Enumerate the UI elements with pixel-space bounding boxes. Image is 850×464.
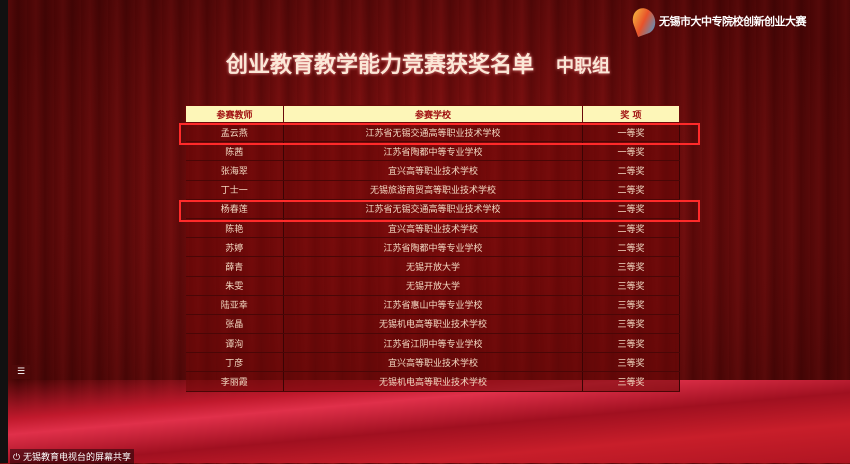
table-row: 朱雯 无锡开放大学 三等奖 [185,276,680,296]
screen-share-banner: ⏻ 无锡教育电视台的屏幕共享 [10,449,134,464]
cell-award: 二等奖 [582,237,680,258]
header-award: 奖 项 [582,105,680,123]
cell-teacher: 张海翠 [185,160,284,181]
cell-teacher: 陈艳 [185,218,284,239]
table-row: 孟云燕 江苏省无锡交通高等职业技术学校 一等奖 [185,122,680,143]
cell-award: 二等奖 [582,160,680,181]
cell-school: 宜兴高等职业技术学校 [283,352,583,373]
award-table: 参赛教师 参赛学校 奖 项 孟云燕 江苏省无锡交通高等职业技术学校 一等奖 陈茜 江苏省… [185,105,680,392]
cell-teacher: 朱雯 [185,276,284,296]
cell-teacher: 谭洵 [185,333,284,354]
cell-school: 无锡机电高等职业技术学校 [283,371,583,392]
cell-school: 宜兴高等职业技术学校 [283,218,583,239]
cell-school: 江苏省惠山中等专业学校 [283,295,583,315]
table-row: 陆亚幸 江苏省惠山中等专业学校 三等奖 [185,295,680,315]
table-row: 李丽霞 无锡机电高等职业技术学校 三等奖 [185,371,680,392]
table-row: 陈艳 宜兴高等职业技术学校 二等奖 [185,218,680,239]
cell-school: 无锡旅游商贸高等职业技术学校 [283,180,583,200]
cell-award: 二等奖 [582,199,680,219]
cell-award: 三等奖 [582,352,680,373]
highlight-box-row-1 [179,123,700,145]
cell-award: 三等奖 [582,333,680,354]
table-row: 薛青 无锡开放大学 三等奖 [185,256,680,277]
cell-teacher: 孟云燕 [185,122,284,143]
cell-award: 三等奖 [582,314,680,335]
table-row: 张晶 无锡机电高等职业技术学校 三等奖 [185,314,680,335]
cell-teacher: 丁士一 [185,180,284,200]
cell-teacher: 杨春莲 [185,199,284,219]
cell-teacher: 薛青 [185,256,284,277]
cell-award: 三等奖 [582,295,680,315]
cell-school: 无锡开放大学 [283,256,583,277]
screen-share-icon: ⏻ [13,453,23,463]
highlight-box-row-5 [179,200,700,222]
cell-award: 二等奖 [582,180,680,200]
cell-teacher: 张晶 [185,314,284,335]
cell-award: 二等奖 [582,218,680,239]
cell-school: 江苏省陶都中等专业学校 [283,237,583,258]
cell-award: 三等奖 [582,371,680,392]
cell-teacher: 李丽霞 [185,371,284,392]
header-teacher: 参赛教师 [185,105,284,123]
table-row: 杨春莲 江苏省无锡交通高等职业技术学校 二等奖 [185,199,680,219]
menu-icon[interactable]: ☰ [12,365,30,379]
cell-award: 一等奖 [582,122,680,143]
table-row: 苏婷 江苏省陶都中等专业学校 二等奖 [185,237,680,258]
cell-award: 一等奖 [582,141,680,162]
left-border [0,0,8,463]
cell-school: 江苏省无锡交通高等职业技术学校 [283,199,583,219]
cell-award: 三等奖 [582,276,680,296]
title-text: 创业教育教学能力竞赛获奖名单 [226,53,535,78]
page-title: 创业教育教学能力竞赛获奖名单 中职组 [226,47,610,79]
cell-teacher: 丁彦 [185,352,284,373]
table-row: 陈茜 江苏省陶都中等专业学校 一等奖 [185,141,680,162]
table-row: 丁士一 无锡旅游商贸高等职业技术学校 二等奖 [185,180,680,200]
logo-icon [629,5,659,37]
cell-school: 无锡机电高等职业技术学校 [283,314,583,335]
cell-teacher: 陈茜 [185,141,284,162]
header-school: 参赛学校 [283,105,583,123]
cell-teacher: 苏婷 [185,237,284,258]
table-row: 张海翠 宜兴高等职业技术学校 二等奖 [185,160,680,181]
cell-teacher: 陆亚幸 [185,295,284,315]
cell-school: 宜兴高等职业技术学校 [283,160,583,181]
cell-award: 三等奖 [582,256,680,277]
cell-school: 无锡开放大学 [283,276,583,296]
cell-school: 江苏省江阴中等专业学校 [283,333,583,354]
cell-school: 江苏省陶都中等专业学校 [283,141,583,162]
screen-share-text: 无锡教育电视台的屏幕共享 [22,453,131,463]
decorative-wave [8,380,850,463]
table-row: 谭洵 江苏省江阴中等专业学校 三等奖 [185,333,680,354]
cell-school: 江苏省无锡交通高等职业技术学校 [283,122,583,143]
group-label: 中职组 [556,56,611,77]
logo-text: 无锡市大中专院校创新创业大赛 [659,15,807,28]
table-row: 丁彦 宜兴高等职业技术学校 三等奖 [185,352,680,373]
contest-logo: 无锡市大中专院校创新创业大赛 [629,5,807,37]
